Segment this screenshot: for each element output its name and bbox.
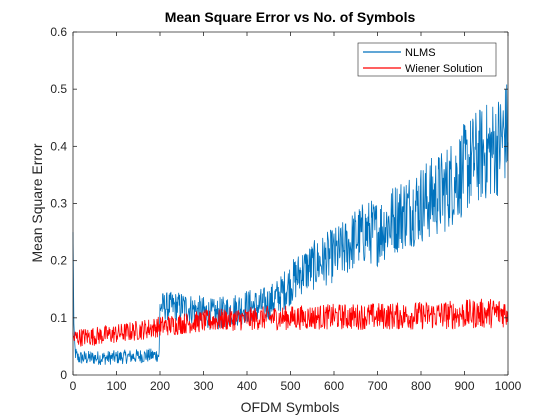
y-tick-label: 0.1 — [50, 311, 67, 325]
y-tick-label: 0.2 — [50, 254, 67, 268]
x-tick-label: 200 — [150, 379, 170, 393]
y-tick-label: 0.3 — [50, 197, 67, 211]
x-tick-label: 100 — [106, 379, 126, 393]
x-tick-label: 1000 — [495, 379, 522, 393]
y-tick-label: 0.6 — [50, 25, 67, 39]
legend-label-nlms: NLMS — [405, 47, 436, 59]
x-tick-label: 700 — [367, 379, 387, 393]
y-tick-label: 0.4 — [50, 139, 67, 153]
legend-label-wiener: Wiener Solution — [405, 63, 483, 75]
x-tick-label: 400 — [237, 379, 257, 393]
y-tick-label: 0 — [60, 368, 67, 382]
y-tick-label: 0.5 — [50, 82, 67, 96]
x-tick-label: 0 — [70, 379, 77, 393]
x-axis-label: OFDM Symbols — [241, 399, 340, 415]
y-axis-label: Mean Square Error — [29, 143, 45, 262]
legend: NLMS Wiener Solution — [358, 43, 496, 76]
chart-title: Mean Square Error vs No. of Symbols — [165, 9, 416, 25]
x-tick-label: 600 — [324, 379, 344, 393]
x-tick-label: 300 — [193, 379, 213, 393]
x-tick-label: 500 — [280, 379, 300, 393]
x-tick-label: 900 — [454, 379, 474, 393]
x-tick-label: 800 — [411, 379, 431, 393]
